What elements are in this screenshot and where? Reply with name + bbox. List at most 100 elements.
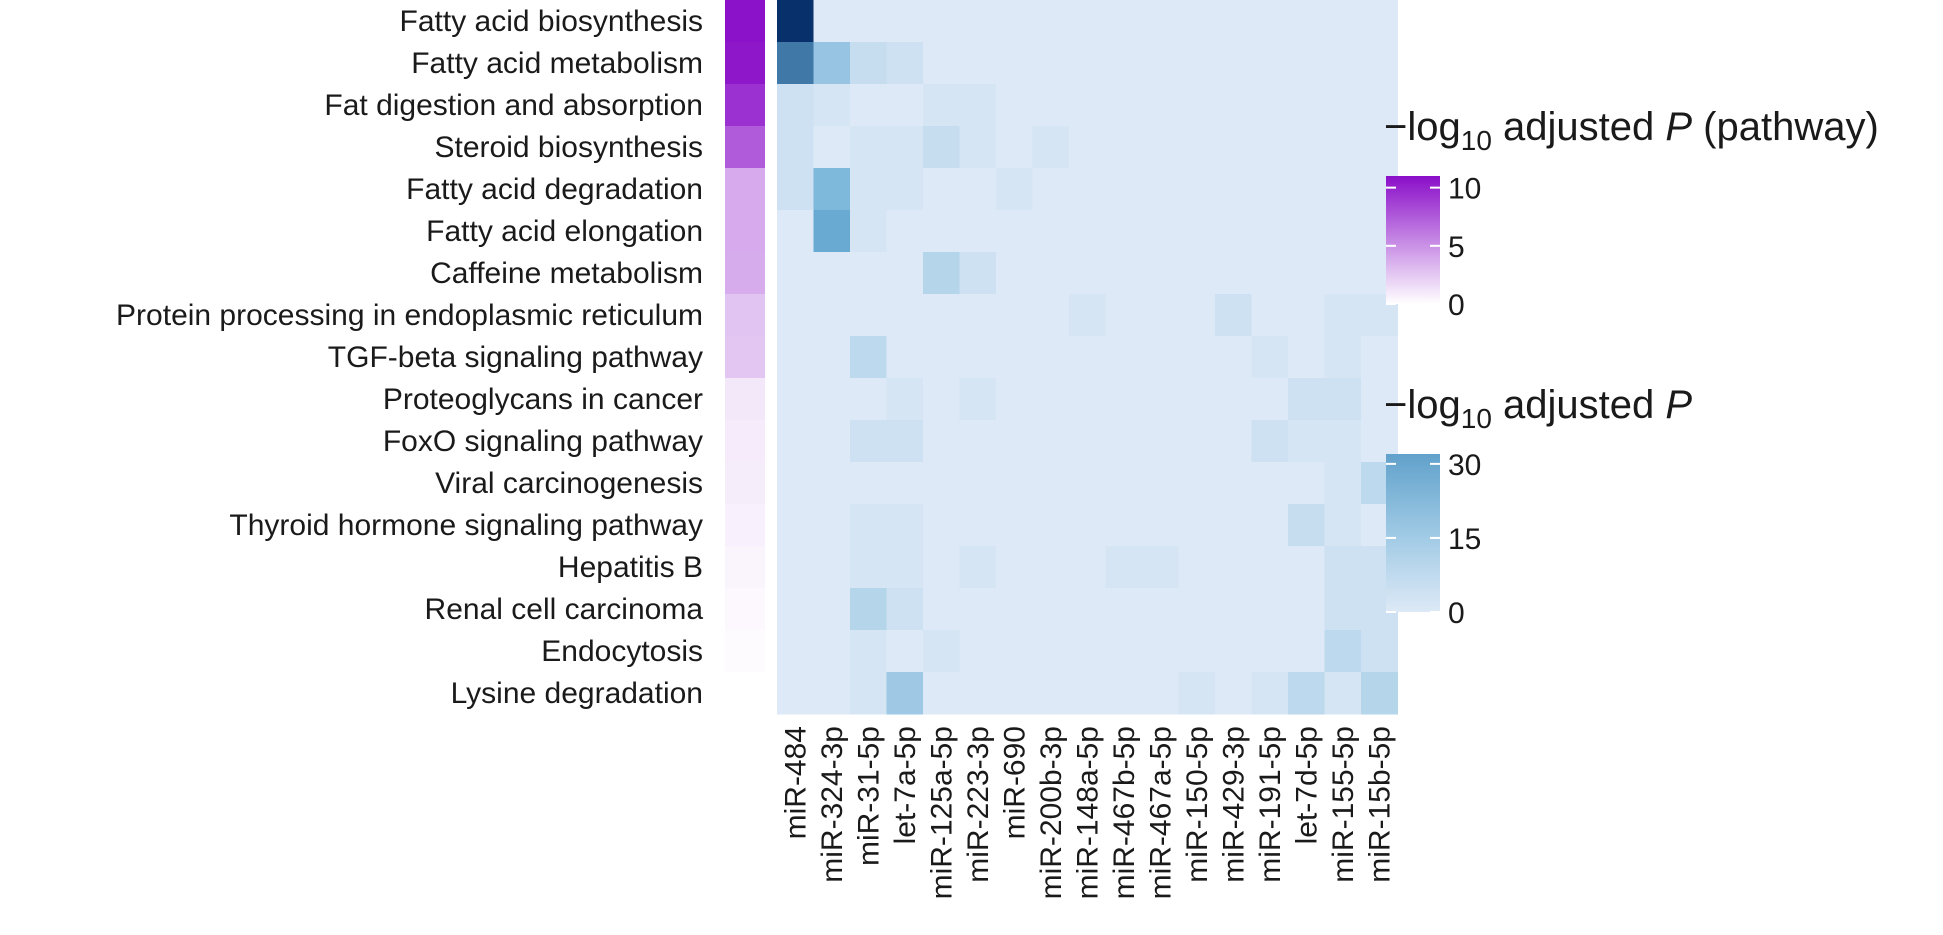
heatmap-cell	[1105, 378, 1143, 421]
column-label: miR-150-5p	[1181, 726, 1214, 883]
heatmap-cell	[959, 168, 997, 211]
heatmap-cell	[996, 252, 1033, 295]
heatmap-cell	[1251, 420, 1289, 463]
heatmap-cell	[886, 630, 924, 673]
heatmap-cell	[1142, 336, 1179, 379]
heatmap-cell	[1251, 672, 1289, 715]
heatmap-cell	[1105, 0, 1143, 43]
heatmap-cell	[813, 168, 851, 211]
heatmap-cell	[996, 168, 1033, 211]
heatmap-cell	[1032, 210, 1070, 253]
heatmap-cell	[1251, 462, 1289, 505]
heatmap-cell	[1178, 252, 1216, 295]
heatmap-cell	[1215, 168, 1252, 211]
row-label: Viral carcinogenesis	[435, 467, 703, 500]
heatmap-cell	[1361, 378, 1398, 421]
heatmap-cell	[886, 42, 924, 85]
heatmap-cell	[1288, 672, 1325, 715]
heatmap-cell	[813, 84, 851, 127]
legend-tick-label: 30	[1448, 449, 1481, 482]
column-label: miR-15b-5p	[1363, 726, 1396, 883]
heatmap-cell	[996, 42, 1033, 85]
heatmap-cell	[1361, 336, 1398, 379]
legend-color-bar	[1386, 176, 1440, 304]
heatmap-cell	[923, 42, 960, 85]
heatmap-cell	[1288, 504, 1325, 547]
heatmap-cell	[1178, 378, 1216, 421]
row-label: Renal cell carcinoma	[425, 593, 704, 626]
heatmap-cell	[1069, 0, 1106, 43]
heatmap-cell	[1069, 252, 1106, 295]
heatmap-cell	[1142, 252, 1179, 295]
heatmap-cell	[1142, 420, 1179, 463]
heatmap-cell	[886, 168, 924, 211]
heatmap-cell	[886, 336, 924, 379]
heatmap-cell	[777, 336, 814, 379]
heatmap-cell	[996, 0, 1033, 43]
row-label: Thyroid hormone signaling pathway	[229, 509, 703, 542]
heatmap-cell	[1178, 420, 1216, 463]
heatmap-cell	[1215, 252, 1252, 295]
heatmap-cell	[1142, 84, 1179, 127]
heatmap-cell	[1288, 0, 1325, 43]
heatmap-cell	[996, 546, 1033, 589]
column-label: miR-467b-5p	[1108, 726, 1141, 899]
heatmap-cell	[777, 546, 814, 589]
heatmap-cell	[813, 126, 851, 169]
heatmap-cell	[1215, 462, 1252, 505]
heatmap-cell	[813, 420, 851, 463]
pathway-cell	[725, 126, 765, 169]
heatmap-cell	[1105, 252, 1143, 295]
heatmap-cell	[1032, 504, 1070, 547]
heatmap-cell	[813, 462, 851, 505]
heatmap-cell	[1142, 210, 1179, 253]
heatmap-cell	[1032, 462, 1070, 505]
heatmap-cell	[1032, 252, 1070, 295]
pathway-cell	[725, 336, 765, 379]
heatmap-cell	[1215, 588, 1252, 631]
heatmap-cell	[1251, 126, 1289, 169]
heatmap-cell	[1178, 588, 1216, 631]
row-label: Fatty acid degradation	[406, 173, 703, 206]
legend-pathway: −log10 adjusted P (pathway) 10 5 0	[1384, 105, 1879, 322]
heatmap-cell	[850, 420, 887, 463]
heatmap-cell	[1069, 42, 1106, 85]
heatmap-cell	[850, 84, 887, 127]
heatmap-cell	[1178, 546, 1216, 589]
row-label: Fatty acid elongation	[426, 215, 703, 248]
heatmap-cell	[996, 126, 1033, 169]
heatmap-cell	[1251, 588, 1289, 631]
row-label: Endocytosis	[541, 635, 703, 668]
heatmap-cell	[813, 210, 851, 253]
heatmap-cell	[996, 504, 1033, 547]
heatmap-cell	[777, 378, 814, 421]
heatmap-cell	[1288, 210, 1325, 253]
heatmap-cell	[1288, 378, 1325, 421]
column-label: miR-429-3p	[1217, 726, 1250, 883]
heatmap-cell	[1288, 336, 1325, 379]
heatmap-cell	[1105, 546, 1143, 589]
heatmap-cell	[886, 420, 924, 463]
heatmap-cell	[1032, 168, 1070, 211]
pathway-cell	[725, 672, 765, 715]
heatmap-cell	[923, 546, 960, 589]
heatmap-cell	[1069, 84, 1106, 127]
heatmap-cell	[923, 210, 960, 253]
heatmap-cell	[959, 672, 997, 715]
legend-tick-label: 10	[1448, 173, 1481, 206]
heatmap-cell	[1142, 588, 1179, 631]
heatmap-cell	[1105, 126, 1143, 169]
heatmap-cell	[777, 420, 814, 463]
heatmap-cell	[1324, 378, 1362, 421]
heatmap-cell	[996, 210, 1033, 253]
heatmap-cell	[1178, 84, 1216, 127]
heatmap-cell	[1142, 42, 1179, 85]
heatmap-cell	[1251, 0, 1289, 43]
heatmap-cell	[850, 294, 887, 337]
heatmap-cell	[1251, 630, 1289, 673]
row-label: Fat digestion and absorption	[324, 89, 703, 122]
heatmap-cell	[1251, 378, 1289, 421]
row-label: FoxO signaling pathway	[383, 425, 703, 458]
pathway-cell	[725, 378, 765, 421]
heatmap-cell	[1069, 672, 1106, 715]
